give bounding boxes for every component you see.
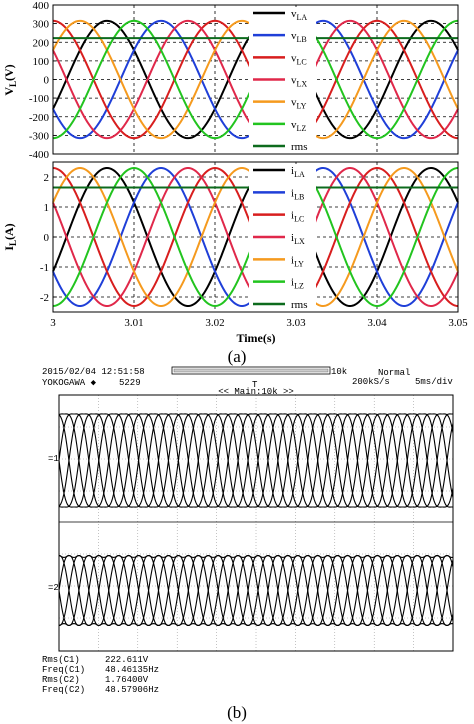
osc-zoom-label: << Main:10k >>	[218, 387, 294, 397]
current-x-axis-label: Time(s)	[236, 331, 275, 345]
y-tick-label: -300	[29, 130, 50, 142]
osc-measurements: Rms(C1) 222.611V Freq(C1) 48.46135Hz Rms(C2)…	[42, 655, 159, 695]
osc-measure-value: 1.76400V	[105, 675, 149, 685]
osc-screen-frame	[58, 394, 454, 652]
osc-trace	[58, 413, 454, 508]
osc-trace	[58, 554, 454, 627]
y-tick-label: 200	[33, 37, 50, 49]
x-tick-label: 3.01	[124, 317, 143, 329]
wave-i-lx	[52, 166, 459, 308]
y-tick-label: 2	[44, 172, 50, 184]
current-x-ticks: 3 3.01 3.02 3.03 3.04 3.05	[50, 317, 468, 329]
wave-v-lb	[52, 19, 459, 140]
osc-date-time: 2015/02/04 12:51:58	[42, 367, 145, 377]
legend-label: vLB	[291, 30, 307, 44]
osc-trigger-mode: Normal	[378, 368, 410, 378]
legend-label: vLA	[291, 8, 307, 22]
osc-measure-value: 48.57906Hz	[105, 685, 159, 695]
osc-ch2-marker: =2	[48, 583, 59, 593]
y-tick-label: -100	[29, 93, 50, 105]
osc-trace	[58, 413, 454, 508]
osc-measure-label: Rms(C1)	[42, 655, 80, 665]
current-y-ticks: 2 1 0 -1 -2	[40, 172, 57, 304]
current-y-axis-label: IL(A)	[2, 223, 18, 250]
voltage-y-axis-label: VL(V)	[2, 64, 18, 95]
current-y-label-unit: (A)	[2, 223, 16, 240]
x-tick-label: 3.04	[367, 317, 387, 329]
y-tick-label: 300	[33, 19, 50, 31]
osc-measure-label: Rms(C2)	[42, 675, 80, 685]
y-tick-label: 0	[44, 232, 50, 244]
voltage-y-label-unit: (V)	[2, 64, 16, 81]
y-tick-label: -400	[29, 149, 50, 161]
osc-ch1-marker: =1	[48, 454, 59, 464]
osc-record-length: 5229	[119, 378, 141, 388]
legend-label: iLY	[291, 254, 304, 268]
current-legend: iLA iLB iLC iLX iLY iLZ rms	[249, 164, 316, 311]
legend-label: vLX	[291, 75, 307, 89]
x-tick-label: 3	[50, 317, 56, 329]
current-y-label-sub: L	[8, 240, 18, 246]
osc-time-division: 5ms/div	[415, 377, 453, 387]
osc-trace	[58, 413, 454, 508]
voltage-y-label-sub: L	[8, 81, 18, 87]
wave-i-lc	[52, 166, 459, 308]
y-tick-label: -2	[40, 292, 49, 304]
osc-measure-value: 222.611V	[105, 655, 149, 665]
wave-v-lx	[52, 19, 459, 140]
voltage-waves	[52, 19, 459, 140]
osc-sample-rate: 200kS/s	[352, 377, 390, 387]
voltage-legend: vLA vLB vLC vLX vLY vLZ rms	[249, 7, 316, 153]
osc-waves	[58, 413, 454, 627]
voltage-chart: vLA vLB vLC vLX vLY vLZ rms 400 300 200 100 0 -100 -…	[2, 0, 459, 161]
x-tick-label: 3.02	[205, 317, 224, 329]
osc-brand: YOKOGAWA ◆	[42, 378, 97, 388]
voltage-y-ticks: 400 300 200 100 0 -100 -200 -300 -400	[29, 0, 57, 161]
osc-trace	[58, 413, 454, 508]
legend-label: iLB	[291, 187, 304, 201]
y-tick-label: 100	[33, 56, 50, 68]
osc-trace	[58, 413, 454, 508]
caption-b: (b)	[227, 703, 247, 722]
y-tick-label: -1	[40, 262, 49, 274]
wave-v-lc	[52, 19, 459, 140]
caption-a: (a)	[228, 347, 247, 366]
y-tick-label: 0	[44, 75, 50, 87]
voltage-y-label-main: V	[2, 87, 16, 96]
legend-label: rms	[291, 299, 308, 311]
osc-memory-bar-end: 10k	[331, 367, 347, 377]
x-tick-label: 3.03	[286, 317, 306, 329]
legend-label: vLY	[291, 97, 307, 111]
y-tick-label: 1	[44, 202, 50, 214]
legend-label: iLX	[291, 232, 305, 246]
y-tick-label: 400	[33, 0, 50, 12]
x-tick-label: 3.05	[448, 317, 468, 329]
wave-i-lb	[52, 166, 459, 307]
oscilloscope-capture: 2015/02/04 12:51:58 YOKOGAWA ◆ 5229 10k …	[42, 366, 454, 695]
osc-memory-bar-fill	[173, 368, 329, 373]
legend-label: iLZ	[291, 277, 304, 291]
osc-measure-label: Freq(C2)	[42, 685, 85, 695]
osc-trace	[58, 413, 454, 508]
legend-label: iLC	[291, 210, 304, 224]
legend-label: vLZ	[291, 119, 306, 133]
legend-label: rms	[291, 141, 308, 153]
osc-measure-value: 48.46135Hz	[105, 665, 159, 675]
osc-trace	[58, 554, 454, 627]
y-tick-label: -200	[29, 112, 50, 124]
legend-label: iLA	[291, 165, 305, 179]
osc-measure-label: Freq(C1)	[42, 665, 85, 675]
legend-label: vLC	[291, 52, 307, 66]
current-y-label-main: I	[2, 246, 16, 251]
osc-trigger-marker: T	[252, 380, 258, 390]
